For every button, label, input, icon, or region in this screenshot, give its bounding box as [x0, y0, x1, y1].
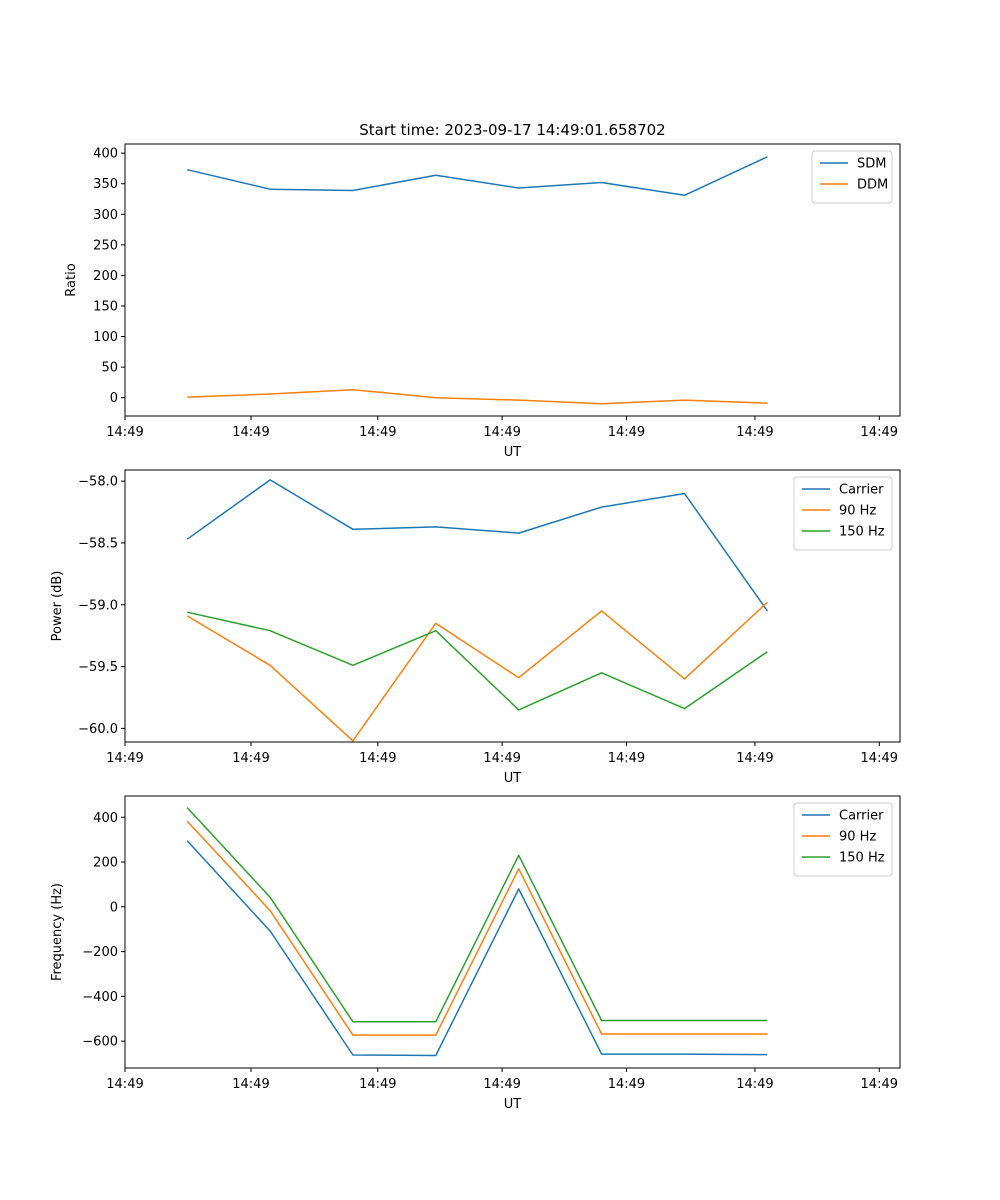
power-x-tick-label: 14:49 [608, 751, 645, 766]
power-series-line-150-hz [187, 611, 768, 711]
frequency-legend: Carrier 90 Hz 150 Hz [793, 802, 893, 877]
ratio-y-tick-label: 300 [93, 208, 118, 223]
ratio-y-tick-label: 50 [101, 361, 118, 376]
power-y-tick-label: −60.0 [78, 722, 118, 737]
frequency-x-tick-label: 14:49 [736, 1077, 773, 1092]
frequency-y-tick-label: 200 [93, 856, 118, 871]
ratio-x-tick-label: 14:49 [232, 425, 269, 440]
power-y-tick-label: −59.0 [78, 598, 118, 613]
frequency-x-tick-label: 14:49 [483, 1077, 520, 1092]
power-x-tick-label: 14:49 [106, 751, 143, 766]
power-x-tick-label: 14:49 [736, 751, 773, 766]
ratio-y-tick-label: 350 [93, 177, 118, 192]
power-y-tick-label: −59.5 [78, 660, 118, 675]
ratio-legend-label: DDM [857, 178, 888, 193]
ratio-axes-frame [124, 143, 901, 417]
power-legend: Carrier 90 Hz 150 Hz [793, 476, 893, 551]
frequency-panel: 14:49 14:49 14:49 14:49 14:49 14:49 14:49 −600 −… [50, 795, 901, 1112]
ratio-x-tick-label: 14:49 [608, 425, 645, 440]
frequency-legend-label: Carrier [839, 809, 884, 824]
power-panel: 14:49 14:49 14:49 14:49 14:49 14:49 14:49 −60.0… [50, 469, 901, 786]
power-y-tick-label: −58.5 [78, 536, 118, 551]
frequency-x-tick-label: 14:49 [861, 1077, 898, 1092]
power-x-tick-label: 14:49 [483, 751, 520, 766]
power-x-tick-label: 14:49 [232, 751, 269, 766]
frequency-x-axis-label: UT [504, 1097, 522, 1112]
ratio-x-tick-label: 14:49 [106, 425, 143, 440]
ratio-x-tick-label: 14:49 [359, 425, 396, 440]
ratio-legend: SDM DDM [811, 150, 893, 204]
power-x-axis-label: UT [504, 771, 522, 786]
ratio-y-tick-label: 150 [93, 299, 118, 314]
frequency-axes-frame [124, 795, 901, 1069]
power-legend-label: 150 Hz [839, 525, 885, 540]
power-x-tick-label: 14:49 [359, 751, 396, 766]
frequency-series-line-90-hz [186, 820, 768, 1036]
ratio-panel: Start time: 2023-09-17 14:49:01.658702 14… [64, 121, 901, 460]
power-series-line-90-hz [186, 601, 768, 742]
frequency-y-tick-label: 400 [93, 811, 118, 826]
ratio-y-axis-label: Ratio [64, 263, 79, 296]
ratio-x-tick-label: 14:49 [736, 425, 773, 440]
ratio-chart-title: Start time: 2023-09-17 14:49:01.658702 [359, 121, 665, 139]
frequency-y-tick-label: 0 [110, 900, 118, 915]
ratio-series-line-sdm [187, 156, 768, 197]
ratio-legend-box [811, 150, 893, 204]
ratio-y-tick-label: 0 [110, 391, 118, 406]
power-y-tick-label: −58.0 [78, 475, 118, 490]
frequency-y-axis-label: Frequency (Hz) [50, 883, 65, 981]
frequency-series-line-150-hz [186, 807, 768, 1023]
power-x-tick-label: 14:49 [861, 751, 898, 766]
power-legend-label: 90 Hz [839, 504, 876, 519]
frequency-x-tick-label: 14:49 [106, 1077, 143, 1092]
ratio-x-tick-label: 14:49 [483, 425, 520, 440]
frequency-series-line-carrier [186, 840, 768, 1057]
ratio-y-tick-label: 200 [93, 269, 118, 284]
frequency-y-tick-label: −600 [82, 1035, 118, 1050]
frequency-legend-label: 90 Hz [839, 830, 876, 845]
ratio-y-tick-label: 400 [93, 147, 118, 162]
ratio-series-line-ddm [187, 388, 768, 405]
power-axes-frame [124, 469, 901, 743]
ratio-y-tick-label: 250 [93, 238, 118, 253]
power-series-line-carrier [186, 479, 769, 612]
frequency-x-tick-label: 14:49 [232, 1077, 269, 1092]
frequency-x-tick-label: 14:49 [608, 1077, 645, 1092]
ratio-legend-label: SDM [857, 157, 886, 172]
frequency-x-tick-label: 14:49 [359, 1077, 396, 1092]
ratio-x-tick-label: 14:49 [861, 425, 898, 440]
frequency-y-tick-label: −400 [82, 990, 118, 1005]
frequency-legend-label: 150 Hz [839, 851, 885, 866]
frequency-y-tick-label: −200 [82, 945, 118, 960]
ratio-y-tick-label: 100 [93, 330, 118, 345]
power-y-axis-label: Power (dB) [50, 571, 65, 642]
ratio-x-axis-label: UT [504, 445, 522, 460]
power-legend-label: Carrier [839, 483, 884, 498]
